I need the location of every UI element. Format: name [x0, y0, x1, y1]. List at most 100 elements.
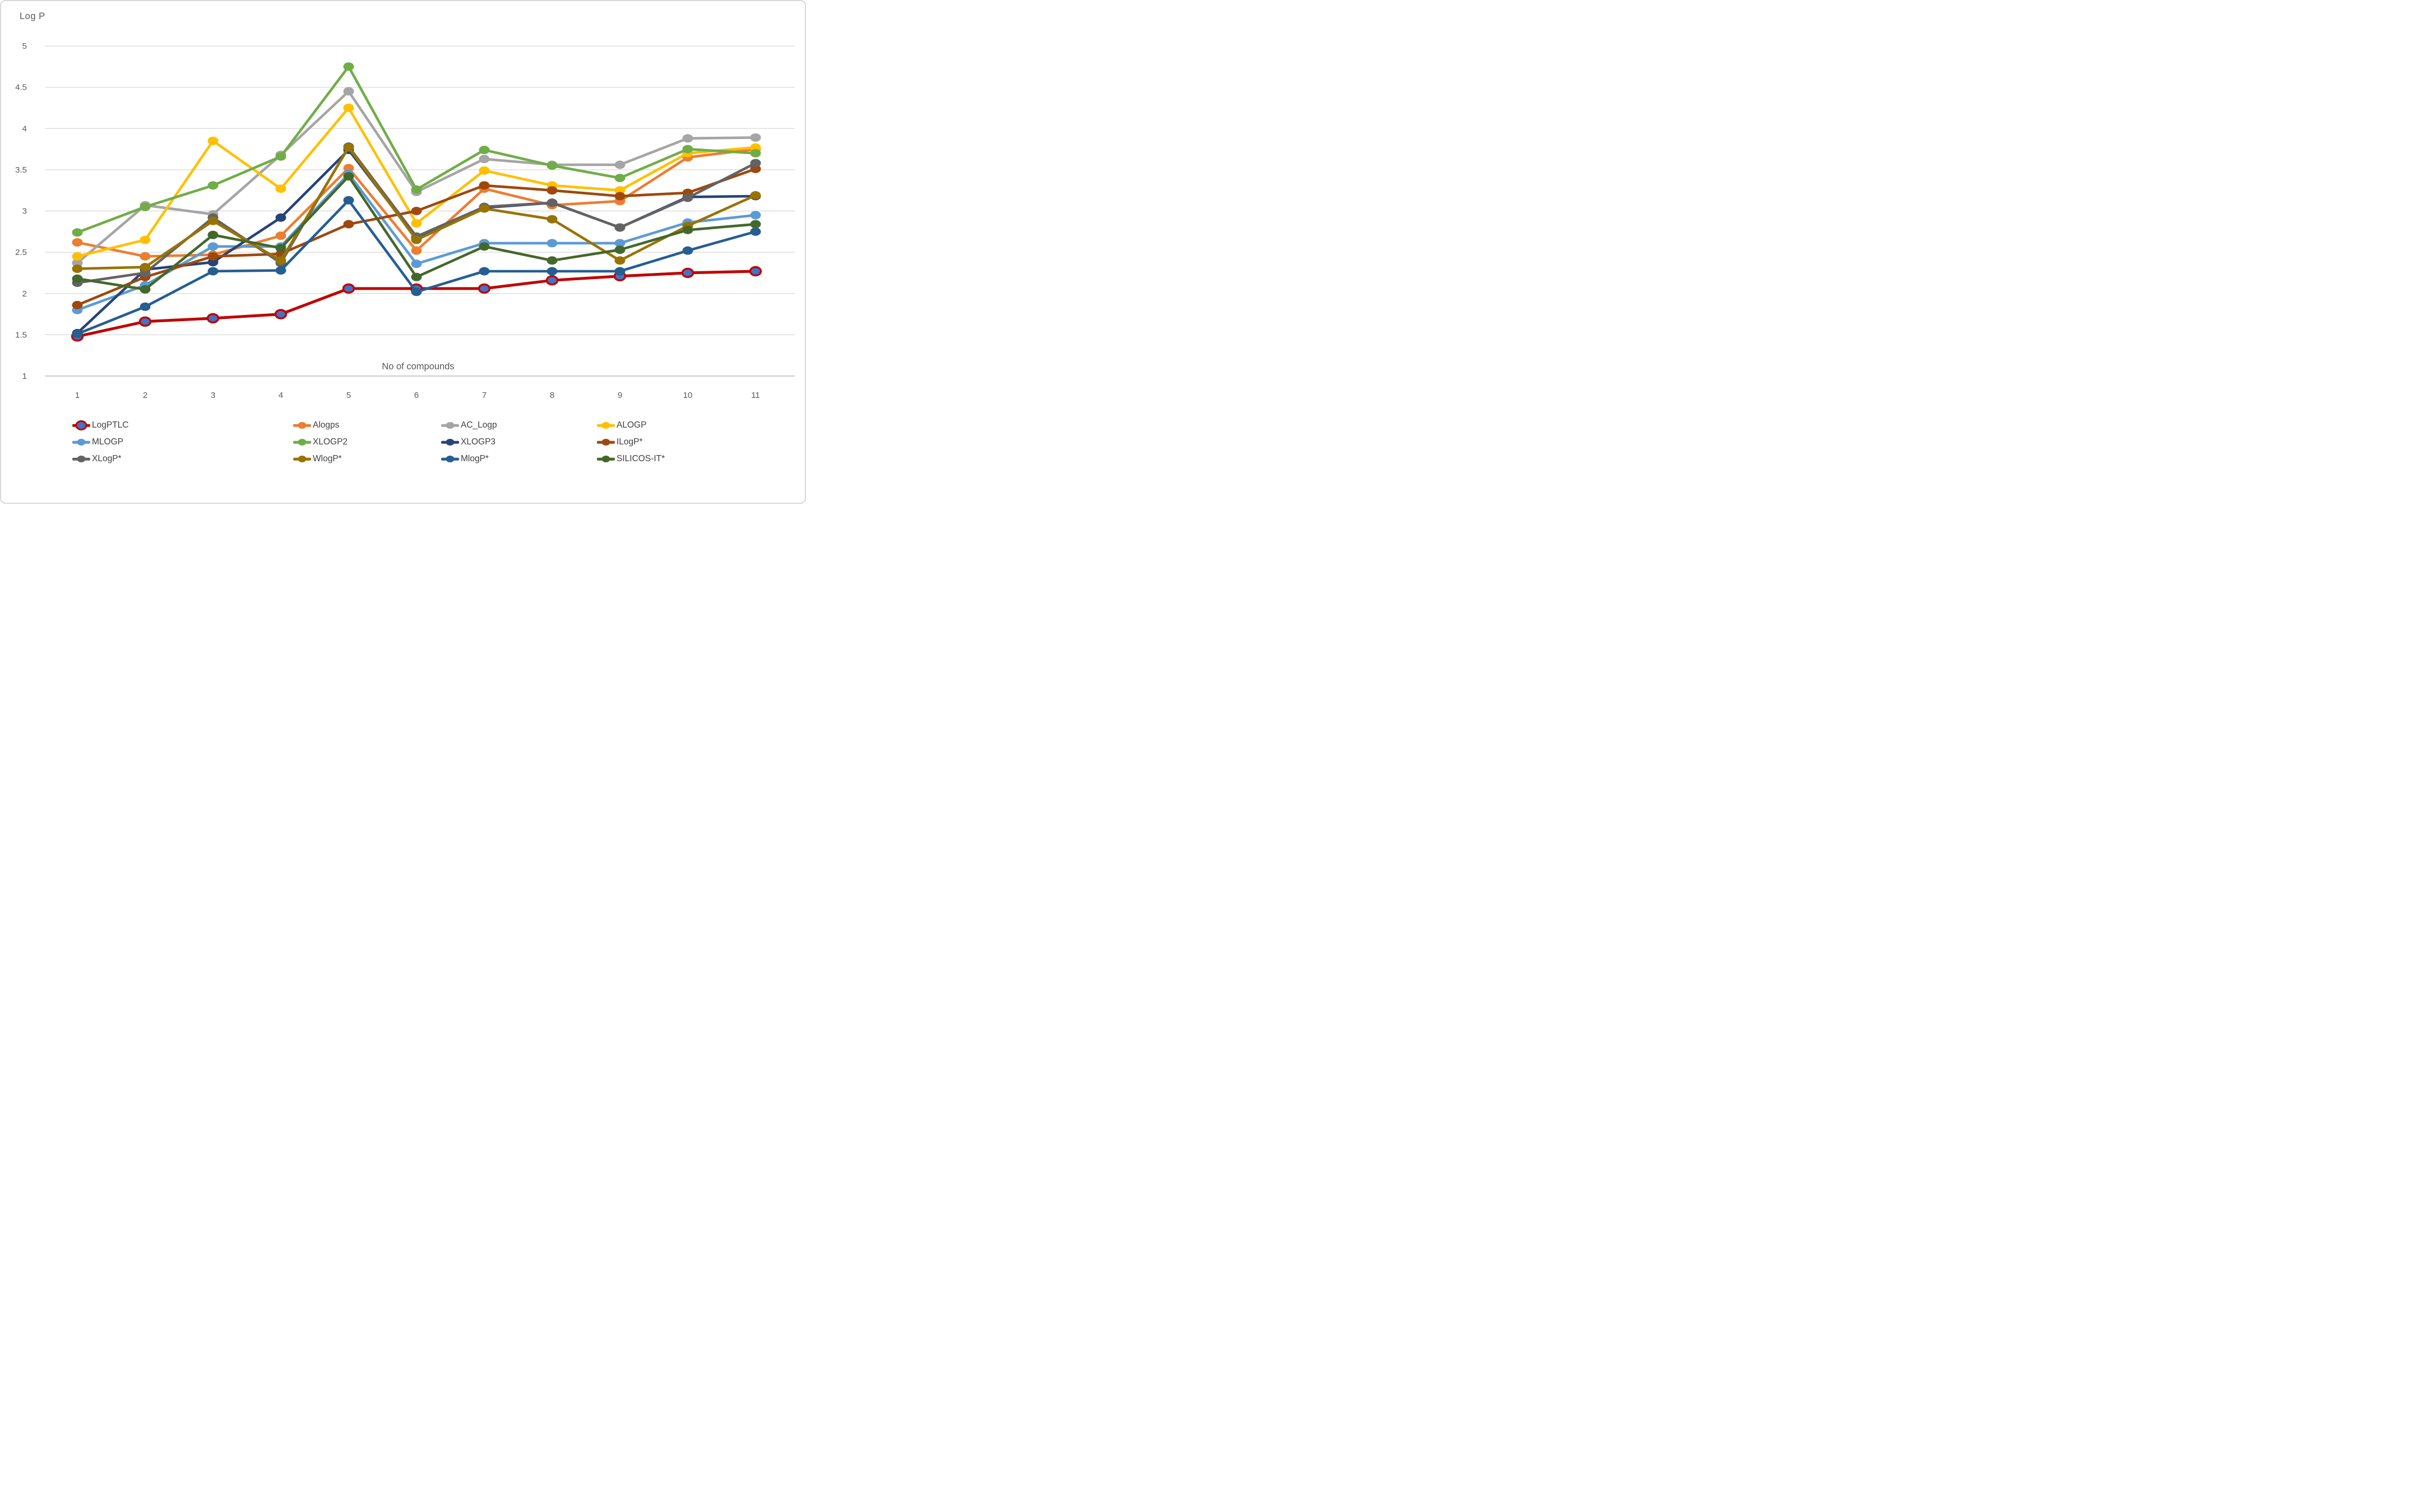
data-point-marker — [343, 143, 354, 152]
y-tick-label: 3.5 — [15, 165, 27, 175]
data-point-marker — [614, 174, 626, 183]
y-tick-label: 5 — [22, 41, 27, 51]
x-tick-label: 3 — [211, 391, 215, 400]
y-tick-label: 4.5 — [15, 83, 27, 92]
data-point-marker — [411, 246, 422, 255]
data-point-marker — [140, 285, 151, 294]
data-point-marker — [614, 186, 626, 195]
chart-title: Log P — [20, 11, 45, 21]
x-tick-label: 1 — [75, 391, 80, 400]
data-point-marker — [750, 159, 761, 168]
data-point-marker — [140, 202, 151, 211]
y-tick-label: 3 — [22, 207, 27, 216]
data-point-marker — [140, 252, 151, 261]
x-tick-label: 6 — [414, 391, 419, 400]
data-point-marker — [72, 265, 83, 273]
data-point-marker — [140, 302, 151, 311]
y-tick-label: 1 — [22, 372, 27, 381]
data-point-marker — [207, 181, 219, 190]
chart-canvas: 1 1.5 2 2.5 3 3.5 4 4.5 5 1 2 3 4 5 6 7 8 9 10 11 No of comp… — [15, 41, 795, 400]
data-point-marker — [546, 267, 558, 276]
data-point-marker — [750, 149, 761, 157]
data-point-marker — [479, 204, 490, 213]
data-point-marker — [140, 235, 151, 244]
x-tick-label: 8 — [550, 391, 554, 400]
y-tick-label: 4 — [22, 124, 27, 133]
data-point-marker — [682, 246, 693, 255]
data-point-marker — [479, 267, 490, 276]
x-tick-label: 9 — [618, 391, 622, 400]
y-tick-label: 2.5 — [15, 248, 27, 257]
data-point-marker — [479, 242, 490, 251]
data-point-marker — [750, 220, 761, 229]
data-point-marker — [682, 145, 693, 154]
data-point-marker — [275, 184, 286, 193]
chart-figure: Log P 1 1.5 2 2.5 3 3.5 4 4.5 5 1 2 3 4 5 6 7 8 9 10 11 No o… — [0, 0, 806, 504]
data-point-marker — [138, 316, 152, 327]
data-point-marker — [479, 155, 490, 164]
data-point-marker — [411, 235, 422, 244]
data-point-marker — [546, 161, 558, 170]
data-point-marker — [72, 228, 83, 237]
y-tick-label: 2 — [22, 289, 27, 299]
data-point-marker — [614, 239, 626, 248]
x-tick-label: 10 — [683, 391, 693, 400]
data-point-marker — [140, 268, 151, 277]
data-point-marker — [614, 192, 626, 201]
data-point-marker — [614, 245, 626, 254]
data-point-marker — [72, 274, 83, 283]
x-tick-label: 2 — [143, 391, 147, 400]
data-point-marker — [411, 287, 422, 296]
data-point-marker — [682, 225, 693, 234]
data-point-marker — [275, 231, 286, 240]
data-point-marker — [207, 216, 219, 225]
data-point-marker — [275, 213, 286, 222]
data-point-marker — [275, 256, 286, 265]
x-axis-title: No of compounds — [382, 361, 454, 372]
data-point-marker — [750, 227, 761, 236]
series-mlogp — [72, 196, 761, 338]
data-point-marker — [682, 134, 693, 143]
data-point-marker — [72, 300, 83, 309]
data-point-marker — [411, 207, 422, 215]
data-point-marker — [275, 244, 286, 253]
data-point-marker — [546, 186, 558, 195]
data-point-marker — [72, 330, 83, 338]
data-point-marker — [343, 164, 354, 173]
x-axis-ticks: 1 2 3 4 5 6 7 8 9 10 11 — [75, 391, 760, 400]
data-point-marker — [750, 211, 761, 220]
x-tick-label: 5 — [346, 391, 351, 400]
data-point-marker — [207, 136, 219, 145]
series-alogp — [72, 103, 761, 261]
series-xlogp2 — [72, 62, 761, 237]
data-point-marker — [207, 267, 219, 276]
data-point-marker — [749, 266, 762, 277]
data-point-marker — [207, 252, 219, 261]
data-point-marker — [614, 223, 626, 232]
data-point-marker — [546, 256, 558, 265]
data-point-marker — [546, 239, 558, 248]
data-point-marker — [275, 266, 286, 275]
data-point-marker — [343, 62, 354, 71]
x-tick-label: 7 — [482, 391, 487, 400]
data-point-marker — [72, 252, 83, 261]
data-point-marker — [274, 309, 288, 319]
data-point-marker — [343, 196, 354, 205]
data-point-marker — [206, 313, 220, 324]
data-point-marker — [681, 267, 694, 279]
data-point-marker — [750, 164, 761, 173]
data-point-marker — [479, 181, 490, 190]
data-point-marker — [343, 220, 354, 229]
data-point-marker — [411, 259, 422, 268]
data-point-marker — [750, 191, 761, 200]
data-point-marker — [72, 238, 83, 247]
data-point-marker — [682, 193, 693, 202]
data-point-marker — [411, 219, 422, 228]
data-point-marker — [343, 172, 354, 181]
data-point-marker — [614, 256, 626, 265]
data-point-marker — [342, 283, 355, 294]
data-point-marker — [479, 146, 490, 155]
series-silicos-it — [72, 172, 761, 294]
x-tick-label: 11 — [751, 391, 760, 400]
data-point-marker — [411, 272, 422, 281]
